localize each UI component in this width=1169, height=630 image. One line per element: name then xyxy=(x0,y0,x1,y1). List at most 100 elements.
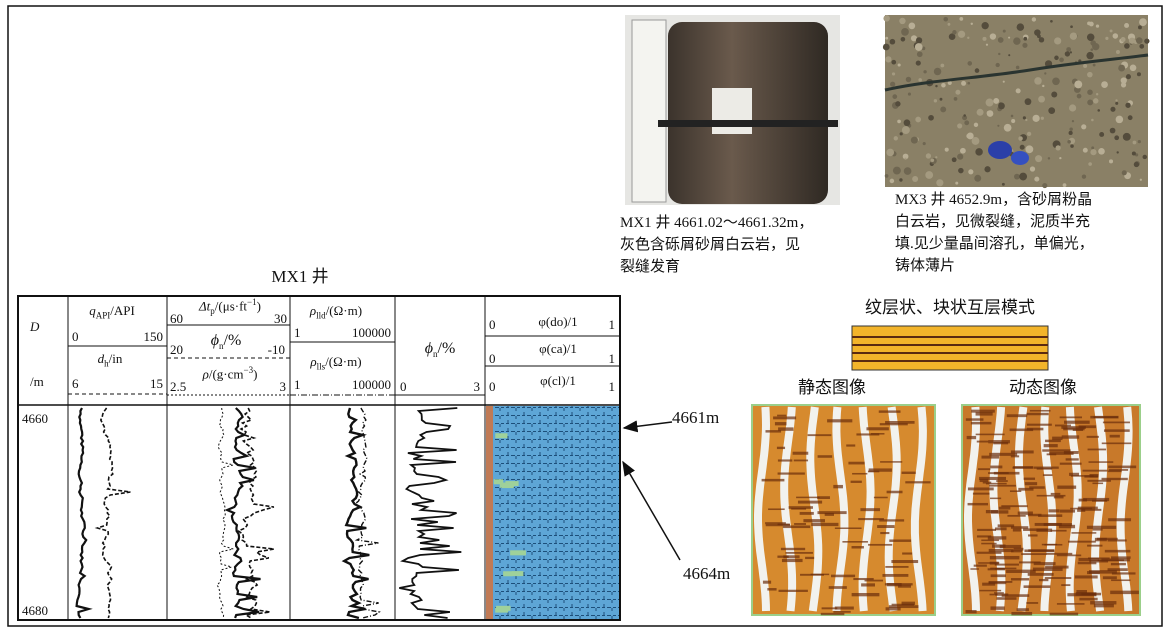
label-part: MX1 井 4661.02～4661.32m， xyxy=(620,212,813,234)
image-streak xyxy=(1089,474,1098,477)
grain xyxy=(975,68,980,73)
grain xyxy=(1128,115,1133,120)
image-streak xyxy=(1089,570,1117,573)
scale-max: 3 xyxy=(280,380,287,393)
curve-label: dh/in xyxy=(98,352,123,369)
grain xyxy=(915,117,921,123)
image-streak xyxy=(860,508,880,511)
grain xyxy=(1087,89,1093,95)
image-streak xyxy=(990,498,1001,500)
image-streak xyxy=(990,606,1004,609)
grain xyxy=(1133,141,1137,145)
grain xyxy=(1019,173,1027,181)
image-streak xyxy=(998,524,1015,527)
grain xyxy=(1041,117,1044,120)
image-streak xyxy=(1079,425,1097,428)
grain xyxy=(1087,21,1091,25)
scale-max: 1 xyxy=(609,318,616,331)
grain xyxy=(925,171,933,179)
image-streak xyxy=(775,422,787,425)
image-streak xyxy=(977,441,989,443)
grain xyxy=(1066,47,1071,52)
grain xyxy=(1059,58,1064,63)
grain xyxy=(899,18,905,24)
image-streak xyxy=(868,544,892,546)
scale-max: 1 xyxy=(609,380,616,393)
grain xyxy=(1093,64,1096,67)
image-streak xyxy=(1087,545,1102,547)
image-streak xyxy=(833,485,843,488)
image-streak xyxy=(1079,598,1097,601)
image-streak xyxy=(1102,442,1132,444)
label-part: 填.见少量晶间溶孔，单偏光， xyxy=(895,233,1094,255)
image-streak xyxy=(1110,435,1120,438)
grain xyxy=(892,72,895,75)
pattern-band xyxy=(852,326,1048,370)
image-streak xyxy=(1110,591,1139,594)
grain xyxy=(1042,183,1047,188)
grain xyxy=(906,77,911,82)
grain xyxy=(1098,148,1105,155)
label-part: /% xyxy=(438,340,456,357)
image-streak xyxy=(1018,488,1033,491)
grain xyxy=(1115,99,1117,101)
image-streak xyxy=(1051,493,1061,495)
grain xyxy=(1070,144,1074,148)
grain xyxy=(952,30,956,34)
image-streak xyxy=(791,508,806,510)
calcite-spot xyxy=(496,606,510,611)
image-streak xyxy=(1105,550,1131,553)
grain xyxy=(1025,145,1033,153)
grain xyxy=(885,37,888,40)
image-streak xyxy=(1060,510,1075,513)
image-streak xyxy=(1011,612,1032,615)
curve-label: φ(ca)/1 xyxy=(539,342,577,355)
grain xyxy=(904,158,906,160)
grain xyxy=(993,98,999,104)
curve-label: Δtp/(μs·ft−1) xyxy=(199,298,261,316)
depth-tick: 4680 xyxy=(22,604,48,617)
image-streak xyxy=(1011,578,1029,580)
grain xyxy=(1033,115,1040,122)
image-streak xyxy=(988,440,1010,443)
image-streak xyxy=(798,501,822,504)
grain xyxy=(1004,124,1012,132)
image-streak xyxy=(1078,507,1098,510)
curve-label: ρlls/(Ω·m) xyxy=(310,355,361,372)
image-streak xyxy=(1052,437,1062,440)
image-streak xyxy=(1028,534,1038,536)
image-streak xyxy=(805,557,814,559)
image-streak xyxy=(1045,440,1061,442)
image-streak xyxy=(1013,529,1021,532)
grain xyxy=(1101,81,1108,88)
image-streak xyxy=(783,525,810,528)
grain xyxy=(957,154,963,160)
grain xyxy=(1118,65,1125,72)
image-streak xyxy=(990,562,999,565)
grain xyxy=(1050,20,1053,23)
grain xyxy=(1022,43,1027,48)
label-part: MX3 井 4652.9m，含砂屑粉晶 xyxy=(895,189,1094,211)
image-streak xyxy=(1108,470,1122,472)
image-streak xyxy=(1028,573,1054,576)
image-streak xyxy=(794,523,806,525)
grain xyxy=(1125,103,1130,108)
grain xyxy=(885,56,891,62)
image-streak xyxy=(796,497,819,499)
image-streak xyxy=(848,462,864,465)
grain xyxy=(1116,50,1120,54)
image-streak xyxy=(1075,575,1098,578)
grain xyxy=(958,168,964,174)
grain xyxy=(1037,34,1041,38)
grain xyxy=(1070,51,1072,53)
image-streak xyxy=(1079,499,1087,502)
grain xyxy=(899,178,902,181)
log-curve xyxy=(217,408,233,618)
image-streak xyxy=(979,477,1006,480)
image-streak xyxy=(1039,579,1048,581)
image-streak xyxy=(992,544,1006,547)
image-streak xyxy=(1033,568,1063,571)
image-streak xyxy=(874,497,888,499)
grain xyxy=(1139,44,1144,49)
depth-marker: 4661m xyxy=(672,409,719,426)
